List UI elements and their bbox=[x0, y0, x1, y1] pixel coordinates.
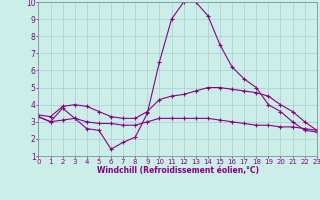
X-axis label: Windchill (Refroidissement éolien,°C): Windchill (Refroidissement éolien,°C) bbox=[97, 166, 259, 175]
